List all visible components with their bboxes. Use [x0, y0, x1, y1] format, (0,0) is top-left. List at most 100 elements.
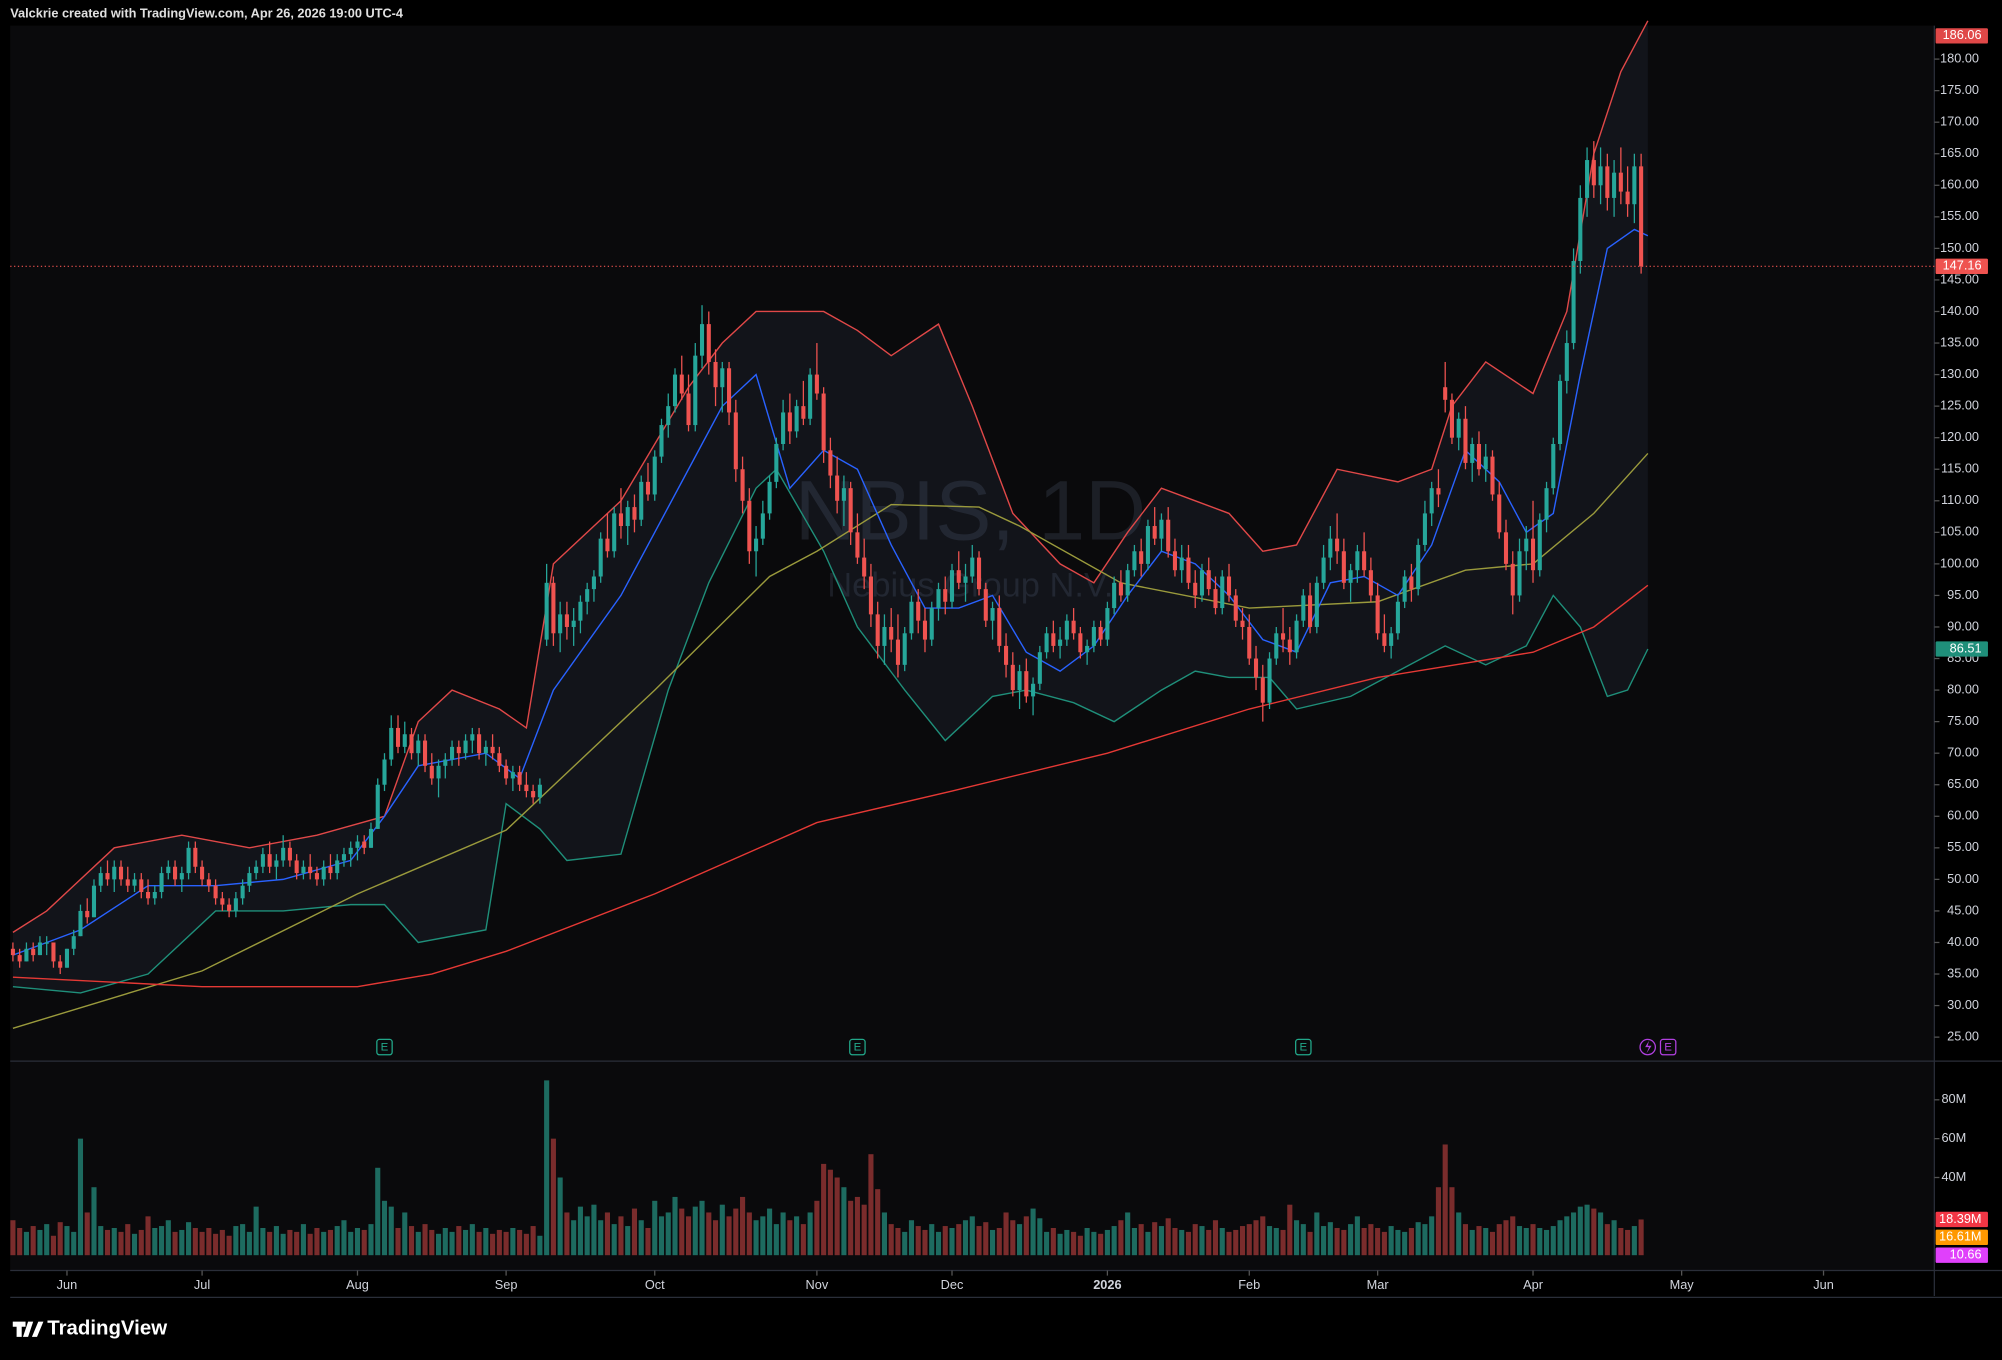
last-price-tag: 147.16	[1943, 258, 1982, 273]
candle-body	[105, 873, 110, 880]
volume-bar	[490, 1233, 496, 1256]
candle-body	[463, 740, 468, 754]
volume-bar	[1071, 1231, 1077, 1256]
candle-body	[990, 608, 995, 621]
candle-body	[200, 866, 205, 880]
volume-bar	[1415, 1222, 1421, 1256]
candle-body	[828, 450, 833, 476]
volume-bar	[1408, 1227, 1414, 1256]
candle-body	[422, 740, 428, 766]
volume-bar	[1348, 1224, 1354, 1256]
volume-bar	[969, 1216, 975, 1256]
candle-body	[355, 841, 360, 848]
volume-bar	[91, 1187, 97, 1256]
volume-bar	[807, 1212, 813, 1256]
candle-body	[902, 633, 907, 665]
y-tick-label: 135.00	[1940, 334, 1979, 349]
volume-bar	[523, 1233, 529, 1256]
volume-bar	[787, 1220, 793, 1256]
candle-body	[1240, 620, 1245, 627]
volume-bar	[1503, 1220, 1509, 1256]
candle-body	[1206, 570, 1211, 590]
candle-body	[686, 393, 691, 426]
volume-bar	[517, 1229, 523, 1256]
brand-name: TradingView	[47, 1318, 167, 1340]
y-tick-label: 75.00	[1947, 713, 1979, 728]
candle-body	[267, 854, 272, 867]
candle-body	[672, 374, 678, 407]
volume-bar	[294, 1231, 300, 1256]
volume-bar	[652, 1200, 658, 1256]
candle-body	[44, 942, 49, 944]
volume-bar	[84, 1212, 90, 1256]
candle-body	[1125, 570, 1130, 596]
volume-bar	[989, 1229, 996, 1256]
volume-bar	[1307, 1231, 1313, 1256]
volume-bar	[1017, 1224, 1023, 1256]
candle-body	[1166, 519, 1171, 552]
volume-bar	[1273, 1227, 1279, 1256]
candle-body	[490, 746, 495, 754]
candle-body	[983, 589, 988, 621]
candle-body	[470, 734, 475, 741]
volume-bar	[57, 1222, 63, 1256]
volume-bar	[483, 1227, 489, 1256]
candle-body	[1362, 551, 1367, 571]
candle-body	[227, 904, 232, 911]
candle-body	[1632, 166, 1637, 205]
candle-body	[362, 841, 367, 848]
candle-body	[652, 456, 657, 495]
volume-bar	[544, 1080, 550, 1256]
candle-body	[1341, 551, 1346, 583]
candle-body	[774, 443, 779, 482]
volume-bar	[50, 1235, 57, 1256]
candle-body	[443, 759, 448, 766]
volume-bar	[206, 1227, 212, 1256]
candle-body	[794, 406, 799, 432]
candle-body	[895, 639, 900, 665]
volume-bar	[1375, 1227, 1381, 1256]
volume-bar	[645, 1227, 651, 1256]
logo-icon	[12, 1321, 44, 1337]
candle-body	[1031, 683, 1036, 697]
candle-body	[382, 759, 387, 785]
volume-bar	[1435, 1187, 1441, 1256]
candle-body	[1132, 551, 1137, 571]
volume-bar	[935, 1231, 942, 1256]
y-tick-label: 30.00	[1947, 997, 1979, 1012]
volume-bar	[1165, 1218, 1171, 1256]
candle-body	[963, 576, 968, 583]
x-tick-label: Dec	[941, 1277, 964, 1292]
volume-bar	[571, 1220, 577, 1256]
candle-body	[1605, 166, 1610, 198]
candle-body	[1220, 576, 1225, 609]
volume-bar	[1206, 1229, 1212, 1256]
volume-bar	[165, 1220, 171, 1256]
volume-bar	[1516, 1226, 1523, 1256]
volume-bar	[145, 1216, 151, 1256]
event-marker	[376, 1038, 393, 1056]
candle-body	[1625, 191, 1630, 205]
candle-body	[875, 614, 880, 646]
volume-bar	[1294, 1220, 1300, 1256]
volume-bar	[442, 1227, 448, 1256]
candle-body	[693, 355, 698, 426]
candle-body	[936, 589, 941, 609]
candle-body	[727, 368, 732, 413]
candle-body	[1213, 589, 1218, 609]
volume-bar	[199, 1231, 205, 1256]
candle-body	[17, 955, 22, 962]
x-tick-label: Jun	[57, 1277, 78, 1292]
volume-bar	[1402, 1231, 1408, 1256]
volume-bar	[287, 1229, 293, 1256]
volume-bar	[17, 1227, 23, 1256]
volume-bar	[77, 1138, 84, 1256]
candle-body	[1483, 456, 1488, 470]
candle-body	[402, 734, 407, 747]
volume-bar	[1598, 1212, 1604, 1256]
volume-bar	[1510, 1216, 1516, 1256]
volume-bar	[821, 1163, 827, 1256]
candle-body	[341, 854, 347, 861]
candle-body	[943, 589, 948, 602]
candle-body	[1105, 608, 1110, 640]
